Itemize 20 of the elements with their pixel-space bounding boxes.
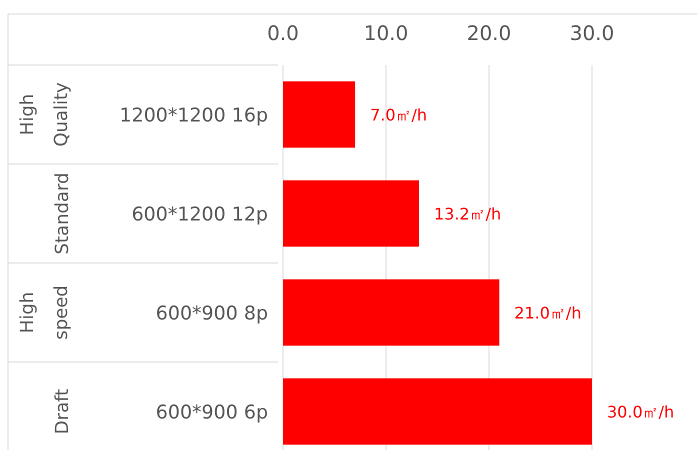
text: Draft <box>52 388 73 434</box>
y-tick-label: 600*900 6p <box>156 402 268 424</box>
data-label: 13.2㎡/h <box>434 204 502 224</box>
x-tick-label: 10.0 <box>364 21 408 45</box>
text: Standard <box>52 172 73 254</box>
y-tick-label: 600*1200 12p <box>132 204 268 226</box>
bar <box>283 180 419 247</box>
bar <box>283 378 592 445</box>
bar <box>283 279 500 346</box>
y-tick-label: 600*900 8p <box>156 302 268 324</box>
x-tick-label: 0.0 <box>267 21 299 45</box>
data-label: 30.0㎡/h <box>607 402 674 422</box>
y-tick-label: 1200*1200 16p <box>120 104 268 126</box>
text: High speed <box>17 285 72 340</box>
bar <box>283 81 356 148</box>
data-label: 21.0㎡/h <box>514 304 582 322</box>
text: High Quality <box>17 82 72 147</box>
data-label: 7.0㎡/h <box>370 106 428 124</box>
x-tick-label: 30.0 <box>570 21 614 45</box>
x-tick-label: 20.0 <box>466 21 512 45</box>
